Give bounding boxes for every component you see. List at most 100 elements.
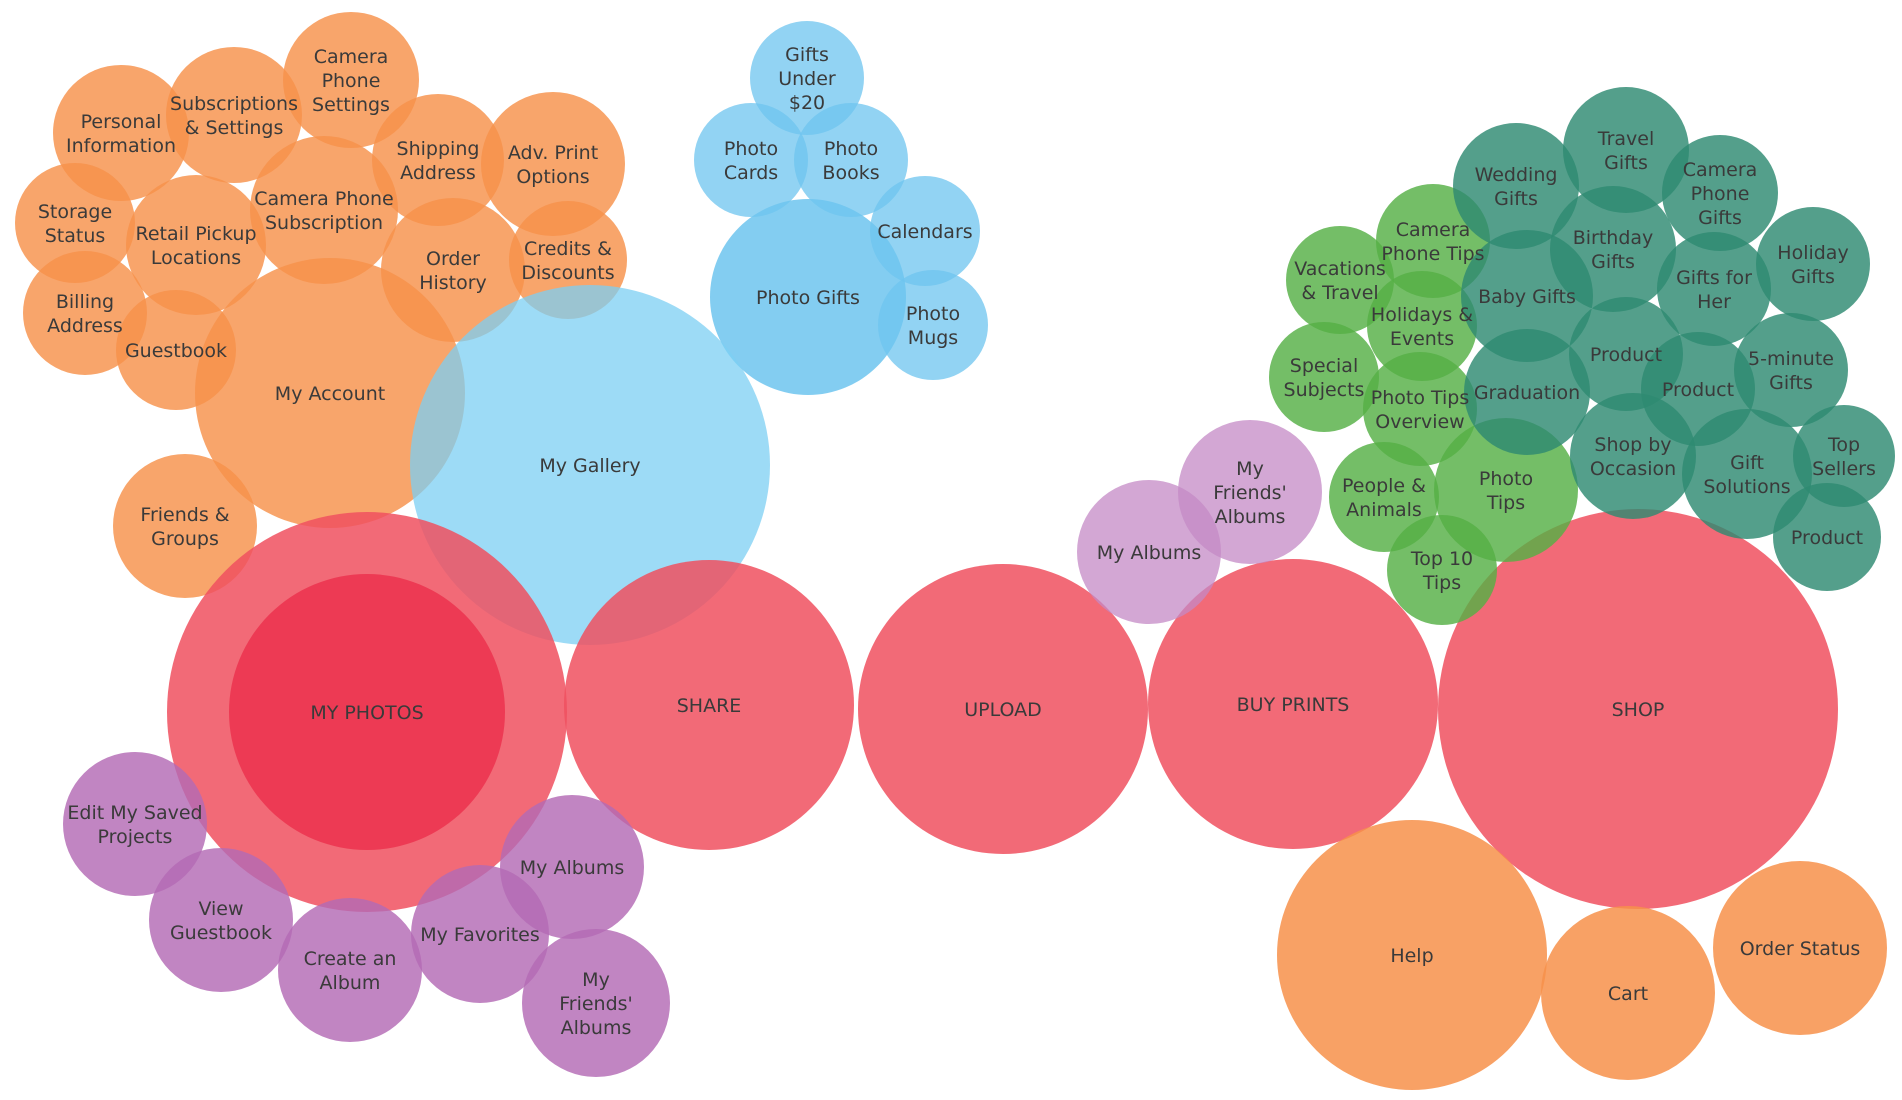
bubble-shop-travel-gifts[interactable]	[1563, 87, 1689, 213]
bubble-account-my-account[interactable]	[195, 258, 465, 528]
bubble-prints-my-friends-albums[interactable]	[1178, 420, 1322, 564]
shop-wedding-gifts-circle	[1453, 123, 1579, 249]
bubble-account-storage-status[interactable]	[15, 163, 135, 283]
bubble-main-buy-prints[interactable]	[1148, 559, 1438, 849]
account-retail-pickup-label: Retail Pickup Locations	[135, 223, 256, 269]
shop-top-sellers-label: Top Sellers	[1812, 434, 1876, 480]
bottom-help-label: Help	[1390, 945, 1433, 967]
bubble-shop-by-occasion[interactable]	[1570, 393, 1696, 519]
bubble-gifts-photo-books[interactable]	[794, 103, 908, 217]
bubble-tips-special-subjects[interactable]	[1269, 322, 1379, 432]
bubble-main-shop[interactable]	[1438, 509, 1838, 909]
main-buy-prints-circle	[1148, 559, 1438, 849]
bottom-cart-circle	[1541, 906, 1715, 1080]
account-my-account-label: My Account	[275, 383, 385, 405]
account-order-history-label: Order History	[419, 248, 487, 294]
account-storage-status-circle	[15, 163, 135, 283]
bubble-shop-baby-gifts[interactable]	[1461, 230, 1593, 362]
account-credits-discounts-label: Credits & Discounts	[521, 238, 614, 284]
account-camera-phone-subscription-label: Camera Phone Subscription	[254, 188, 393, 234]
bubble-account-shipping-address[interactable]	[372, 94, 504, 226]
bubble-account-camera-phone-subscription[interactable]	[250, 136, 398, 284]
tips-holidays-events-label: Holidays & Events	[1371, 304, 1473, 350]
tips-vacations-travel-circle	[1286, 226, 1394, 334]
shop-travel-gifts-label: Travel Gifts	[1597, 128, 1654, 174]
tips-people-animals-label: People & Animals	[1342, 475, 1426, 521]
albums-my-friends-albums-label: My Friends' Albums	[559, 969, 633, 1039]
bubble-main-upload[interactable]	[858, 564, 1148, 854]
prints-my-albums-label: My Albums	[1097, 542, 1201, 564]
bubble-shop-holiday-gifts[interactable]	[1756, 207, 1870, 321]
main-share-circle	[564, 560, 854, 850]
main-upload-circle	[858, 564, 1148, 854]
shop-wedding-gifts-label: Wedding Gifts	[1475, 164, 1558, 210]
bubble-shop-product-3[interactable]	[1773, 483, 1881, 591]
bottom-order-status-label: Order Status	[1740, 938, 1861, 960]
bubble-gifts-photo-gifts[interactable]	[710, 199, 906, 395]
tips-holidays-events-circle	[1367, 271, 1477, 381]
shop-by-occasion-label: Shop by Occasion	[1590, 434, 1676, 480]
bubble-tips-top-10-tips[interactable]	[1387, 515, 1497, 625]
bubble-bottom-help[interactable]	[1277, 820, 1547, 1090]
bubble-shop-camera-phone-gifts[interactable]	[1662, 135, 1778, 251]
bubble-gifts-photo-mugs[interactable]	[878, 270, 988, 380]
bubble-account-friends-groups[interactable]	[113, 454, 257, 598]
albums-my-albums-circle	[500, 795, 644, 939]
bubble-shop-5-minute-gifts[interactable]	[1734, 313, 1848, 427]
bubble-tips-vacations-travel[interactable]	[1286, 226, 1394, 334]
account-subscriptions-settings-circle	[166, 47, 302, 183]
tips-top-10-tips-label: Top 10 Tips	[1410, 548, 1473, 594]
account-adv-print-options-label: Adv. Print Options	[508, 142, 598, 188]
shop-birthday-gifts-label: Birthday Gifts	[1573, 227, 1654, 273]
main-my-photos-core-circle	[229, 574, 505, 850]
bubble-bottom-order-status[interactable]	[1713, 861, 1887, 1035]
tips-special-subjects-label: Special Subjects	[1284, 355, 1365, 401]
account-guestbook-label: Guestbook	[125, 340, 227, 362]
bubble-bottom-cart[interactable]	[1541, 906, 1715, 1080]
bubble-account-subscriptions-settings[interactable]	[166, 47, 302, 183]
bubble-tips-photo-tips-overview[interactable]	[1363, 352, 1477, 466]
shop-product-2-label: Product	[1662, 379, 1734, 401]
gallery-my-gallery-circle	[410, 285, 770, 645]
account-personal-information-label: Personal Information	[66, 111, 176, 157]
account-billing-address-label: Billing Address	[47, 291, 123, 337]
bubble-account-camera-phone-settings[interactable]	[283, 12, 419, 148]
bubble-shop-graduation[interactable]	[1464, 329, 1590, 455]
bubble-albums-edit-saved-projects[interactable]	[63, 752, 207, 896]
tips-photo-tips-overview-circle	[1363, 352, 1477, 466]
bubble-main-share[interactable]	[564, 560, 854, 850]
main-upload-label: UPLOAD	[964, 699, 1042, 721]
shop-graduation-label: Graduation	[1474, 382, 1580, 404]
bubble-main-my-photos-core	[229, 574, 505, 850]
bubble-albums-view-guestbook[interactable]	[149, 848, 293, 992]
bubble-albums-my-albums[interactable]	[500, 795, 644, 939]
bubble-albums-create-album[interactable]	[278, 898, 422, 1042]
bubble-gifts-photo-cards[interactable]	[694, 103, 808, 217]
shop-5-minute-gifts-label: 5-minute Gifts	[1748, 348, 1834, 394]
shop-gift-solutions-label: Gift Solutions	[1703, 452, 1790, 498]
main-share-label: SHARE	[677, 695, 742, 717]
main-shop-label: SHOP	[1612, 699, 1665, 721]
shop-gifts-for-her-circle	[1657, 232, 1771, 346]
bubble-tips-holidays-events[interactable]	[1367, 271, 1477, 381]
bubble-gallery-my-gallery[interactable]	[410, 285, 770, 645]
bubble-account-retail-pickup[interactable]	[126, 175, 266, 315]
prints-my-friends-albums-label: My Friends' Albums	[1213, 458, 1287, 528]
albums-view-guestbook-circle	[149, 848, 293, 992]
bubble-shop-gift-solutions[interactable]	[1682, 409, 1812, 539]
albums-edit-saved-projects-circle	[63, 752, 207, 896]
tips-photo-tips-label: Photo Tips	[1479, 468, 1533, 514]
tips-top-10-tips-circle	[1387, 515, 1497, 625]
bubble-account-billing-address[interactable]	[23, 251, 147, 375]
bubble-albums-my-friends-albums[interactable]	[522, 929, 670, 1077]
bubble-shop-gifts-for-her[interactable]	[1657, 232, 1771, 346]
bubble-shop-top-sellers[interactable]	[1793, 405, 1895, 507]
bubble-account-adv-print-options[interactable]	[481, 92, 625, 236]
account-camera-phone-settings-label: Camera Phone Settings	[312, 46, 390, 116]
shop-holiday-gifts-circle	[1756, 207, 1870, 321]
shop-camera-phone-gifts-label: Camera Phone Gifts	[1683, 159, 1758, 229]
shop-baby-gifts-label: Baby Gifts	[1478, 286, 1576, 308]
bottom-cart-label: Cart	[1608, 983, 1648, 1005]
albums-edit-saved-projects-label: Edit My Saved Projects	[67, 802, 202, 848]
bubble-shop-wedding-gifts[interactable]	[1453, 123, 1579, 249]
